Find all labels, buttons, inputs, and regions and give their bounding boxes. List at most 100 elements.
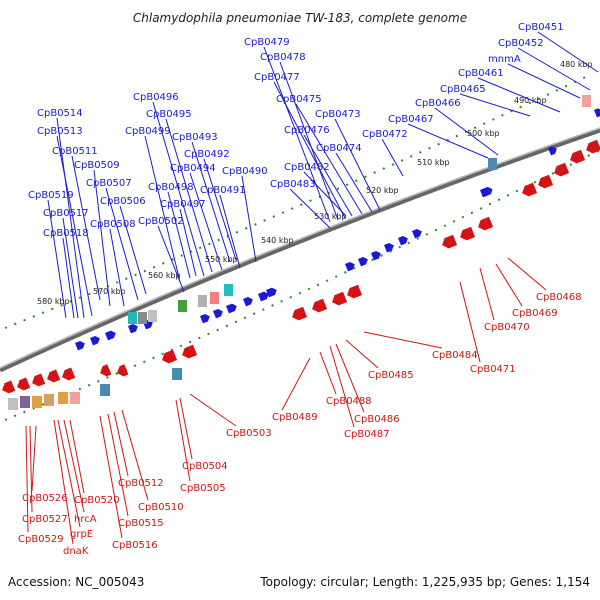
reverse-gene-label: CpB0471 (470, 364, 516, 375)
scale-label: 520 kbp (366, 186, 399, 195)
reverse-leader-line (113, 411, 129, 477)
reverse-gene-arrow (312, 298, 328, 313)
forward-gene-arrow (384, 242, 394, 253)
reverse-gene-label: CpB0468 (536, 292, 582, 303)
forward-gene-arrow (226, 303, 237, 314)
forward-gene-arrow (90, 335, 100, 346)
forward-leader-line (381, 138, 404, 177)
forward-leader-line (289, 188, 331, 229)
gene-box (178, 300, 187, 312)
reverse-gene-arrow (162, 349, 178, 364)
forward-gene-label: CpB0506 (100, 196, 146, 207)
scale-label: 540 kbp (261, 236, 294, 245)
scale-label: 560 kbp (148, 271, 181, 280)
forward-leader-line (303, 171, 347, 217)
reverse-leader-line (479, 267, 495, 321)
reverse-gene-arrow (62, 367, 76, 381)
forward-gene-label: CpB0478 (260, 52, 306, 63)
forward-gene-label: CpB0494 (170, 163, 216, 174)
map-title: Chlamydophila pneumoniae TW-183, complet… (133, 11, 467, 25)
forward-leader-line (93, 169, 111, 307)
gene-box (70, 392, 80, 404)
reverse-leader-line (319, 351, 337, 395)
scale-label: 500 kbp (467, 129, 500, 138)
forward-gene-label: CpB0465 (440, 84, 486, 95)
reverse-leader-line (63, 419, 85, 513)
reverse-leader-line (345, 339, 379, 369)
reverse-gene-label: CpB0488 (326, 396, 372, 407)
forward-leader-line (157, 225, 185, 293)
forward-gene-label: CpB0514 (37, 108, 83, 119)
forward-gene-label: CpB0496 (133, 92, 179, 103)
forward-leader-line (279, 61, 339, 221)
reverse-leader-line (175, 399, 191, 482)
forward-gene-label: CpB0461 (458, 68, 504, 79)
forward-gene-arrow (213, 308, 223, 319)
reverse-gene-arrow (442, 234, 458, 249)
reverse-gene-label: hrcA (74, 514, 97, 525)
scale-label: 480 kbp (560, 60, 593, 69)
forward-leader-line (71, 155, 101, 301)
reverse-gene-label: CpB0527 (22, 514, 68, 525)
reverse-gene-label: CpB0485 (368, 370, 414, 381)
forward-leader-line (263, 46, 331, 223)
reverse-gene-label: CpB0529 (18, 534, 64, 545)
forward-leader-line (144, 135, 181, 283)
reverse-gene-arrow (347, 284, 363, 299)
forward-leader-line (203, 158, 237, 261)
forward-leader-line (219, 194, 241, 269)
reverse-gene-label: CpB0526 (22, 493, 68, 504)
forward-leader-line (152, 101, 205, 277)
reverse-gene-arrow (17, 377, 31, 391)
forward-leader-line (189, 172, 223, 271)
reverse-gene-arrow (100, 364, 112, 377)
genome-summary: Topology: circular; Length: 1,225,935 bp… (259, 575, 590, 589)
forward-leader-line (47, 199, 67, 319)
reverse-leader-line (29, 425, 33, 513)
reverse-gene-label: CpB0515 (118, 518, 164, 529)
forward-gene-label: CpB0491 (200, 185, 246, 196)
inner-ruler (4, 149, 600, 421)
forward-gene-arrow (200, 313, 210, 324)
gene-box (8, 398, 18, 410)
reverse-gene-label: CpB0512 (118, 478, 164, 489)
forward-gene-label: CpB0476 (284, 125, 330, 136)
forward-leader-line (105, 187, 139, 301)
forward-leader-line (334, 118, 381, 211)
gene-box (20, 396, 30, 408)
reverse-leader-line (507, 257, 547, 291)
forward-leader-line (335, 152, 373, 213)
forward-gene-label: CpB0518 (43, 228, 89, 239)
reverse-gene-arrow (538, 174, 554, 189)
forward-leader-line (56, 135, 93, 317)
reverse-leader-line (495, 263, 523, 307)
scale-label: 570 kbp (93, 287, 126, 296)
forward-gene-label: CpB0451 (518, 22, 564, 33)
forward-gene-label: CpB0475 (276, 94, 322, 105)
reverse-gene-arrow (292, 306, 308, 321)
forward-leader-line (165, 118, 213, 273)
forward-gene-label: CpB0507 (86, 178, 132, 189)
reverse-gene-arrow (32, 373, 46, 387)
forward-leader-line (507, 63, 581, 99)
scale-label: 580 kbp (37, 297, 70, 306)
gene-box (138, 312, 147, 324)
forward-leader-line (62, 237, 75, 319)
gene-box (210, 292, 219, 304)
forward-gene-label: CpB0495 (146, 109, 192, 120)
forward-gene-label: CpB0513 (37, 126, 83, 137)
forward-gene-arrow (258, 291, 269, 302)
reverse-gene-arrow (478, 216, 494, 231)
forward-gene-label: CpB0497 (160, 199, 206, 210)
gene-box (224, 284, 233, 296)
reverse-gene-arrow (522, 182, 538, 197)
reverse-gene-arrow (554, 162, 570, 177)
forward-gene-label: CpB0502 (138, 216, 184, 227)
reverse-leader-line (189, 393, 237, 427)
gene-box (44, 394, 54, 406)
genome-backbone (0, 127, 600, 373)
forward-gene-label: mnmA (488, 54, 521, 65)
reverse-leader-line (31, 425, 37, 492)
reverse-gene-arrow (460, 226, 476, 241)
